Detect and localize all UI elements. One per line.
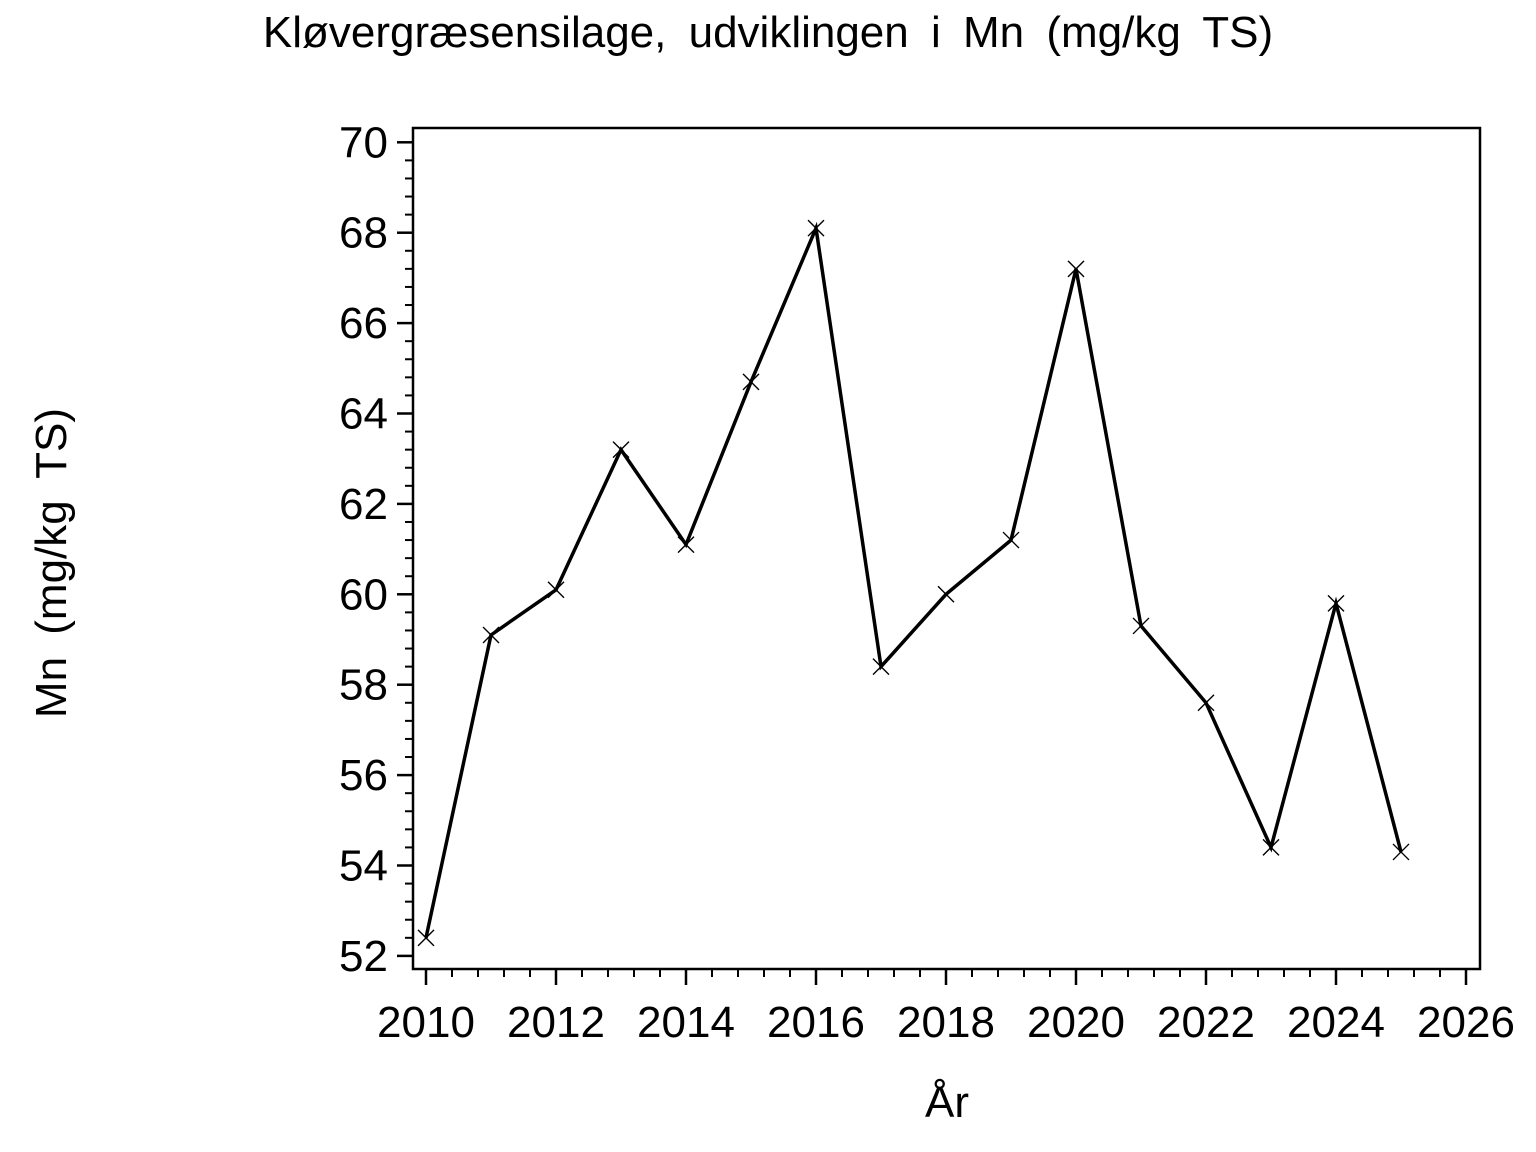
- y-tick-label: 56: [339, 751, 388, 800]
- x-tick-label: 2020: [1027, 998, 1125, 1047]
- data-point-marker: [1132, 617, 1150, 635]
- y-tick-label: 66: [339, 299, 388, 348]
- y-tick-label: 70: [339, 118, 388, 167]
- data-point-marker: [1197, 694, 1215, 712]
- data-point-marker: [677, 536, 695, 554]
- data-line: [424, 221, 1403, 939]
- chart-title: Kløvergræsensilage, udviklingen i Mn (mg…: [262, 8, 1274, 57]
- y-tick-label: 64: [339, 390, 388, 439]
- y-tick-label: 68: [339, 209, 388, 258]
- x-tick-label: 2024: [1287, 998, 1385, 1047]
- y-tick-label: 60: [339, 570, 388, 619]
- x-tick-label: 2010: [377, 998, 475, 1047]
- data-point-marker: [937, 585, 955, 603]
- data-point-marker: [612, 441, 630, 459]
- y-tick-label: 58: [339, 661, 388, 710]
- x-axis-label: År: [925, 1078, 969, 1127]
- data-point-marker: [807, 219, 825, 237]
- data-point-marker: [742, 373, 760, 391]
- plot-frame: [411, 126, 1482, 971]
- data-point-marker: [1392, 843, 1410, 861]
- y-tick-label: 52: [339, 932, 388, 981]
- y-tick-label: 62: [339, 480, 388, 529]
- x-tick-label: 2026: [1417, 998, 1515, 1047]
- data-point-marker: [1002, 531, 1020, 549]
- x-tick-label: 2018: [897, 998, 995, 1047]
- x-tick-label: 2016: [767, 998, 865, 1047]
- data-point-marker: [872, 658, 890, 676]
- x-tick-label: 2012: [507, 998, 605, 1047]
- y-tick-label: 54: [339, 842, 388, 891]
- data-point-marker: [1067, 260, 1085, 278]
- data-point-marker: [1327, 594, 1345, 612]
- data-point-marker: [482, 626, 500, 644]
- data-point-marker: [547, 581, 565, 599]
- x-tick-label: 2022: [1157, 998, 1255, 1047]
- data-point-marker: [417, 929, 435, 947]
- data-point-marker: [1262, 838, 1280, 856]
- x-tick-label: 2014: [637, 998, 735, 1047]
